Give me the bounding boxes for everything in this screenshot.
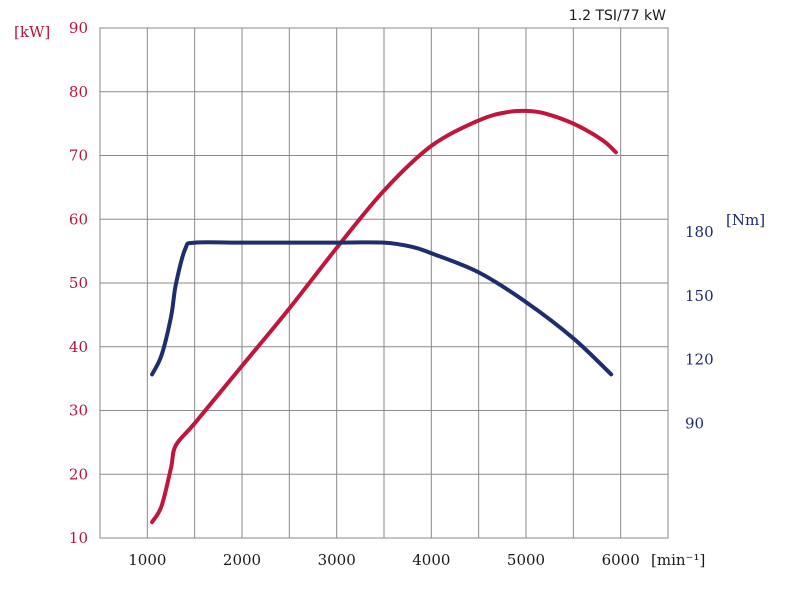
x-axis-label: [min⁻¹] bbox=[651, 551, 705, 569]
right-tick-label: 90 bbox=[685, 414, 704, 432]
x-tick-label: 4000 bbox=[412, 551, 450, 569]
x-tick-label: 5000 bbox=[507, 551, 545, 569]
left-tick-label: 30 bbox=[69, 402, 88, 420]
left-tick-label: 70 bbox=[69, 147, 88, 165]
right-tick-label: 150 bbox=[685, 287, 714, 305]
series-layer bbox=[150, 108, 618, 525]
left-tick-label: 10 bbox=[69, 529, 88, 547]
left-tick-label: 90 bbox=[69, 19, 88, 37]
left-tick-label: 80 bbox=[69, 83, 88, 101]
right-tick-label: 180 bbox=[685, 223, 714, 241]
left-tick-label: 50 bbox=[69, 274, 88, 292]
grid bbox=[100, 28, 668, 538]
chart-title: 1.2 TSI/77 kW bbox=[569, 8, 666, 24]
power-curve bbox=[150, 108, 618, 525]
bottom-axis-ticks: 1000 2000 3000 4000 5000 6000 bbox=[128, 551, 640, 569]
left-axis-ticks: 10 20 30 40 50 60 70 80 90 bbox=[69, 19, 88, 547]
left-axis-label: [kW] bbox=[14, 23, 50, 41]
x-tick-label: 2000 bbox=[223, 551, 261, 569]
x-tick-label: 1000 bbox=[128, 551, 166, 569]
x-tick-label: 6000 bbox=[602, 551, 640, 569]
x-tick-label: 3000 bbox=[318, 551, 356, 569]
left-tick-label: 60 bbox=[69, 210, 88, 228]
torque-curve bbox=[150, 240, 614, 377]
right-axis-ticks: 90 120 150 180 bbox=[685, 223, 714, 432]
right-axis-label: [Nm] bbox=[726, 211, 765, 229]
left-tick-label: 40 bbox=[69, 338, 88, 356]
right-tick-label: 120 bbox=[685, 351, 714, 369]
left-tick-label: 20 bbox=[69, 465, 88, 483]
